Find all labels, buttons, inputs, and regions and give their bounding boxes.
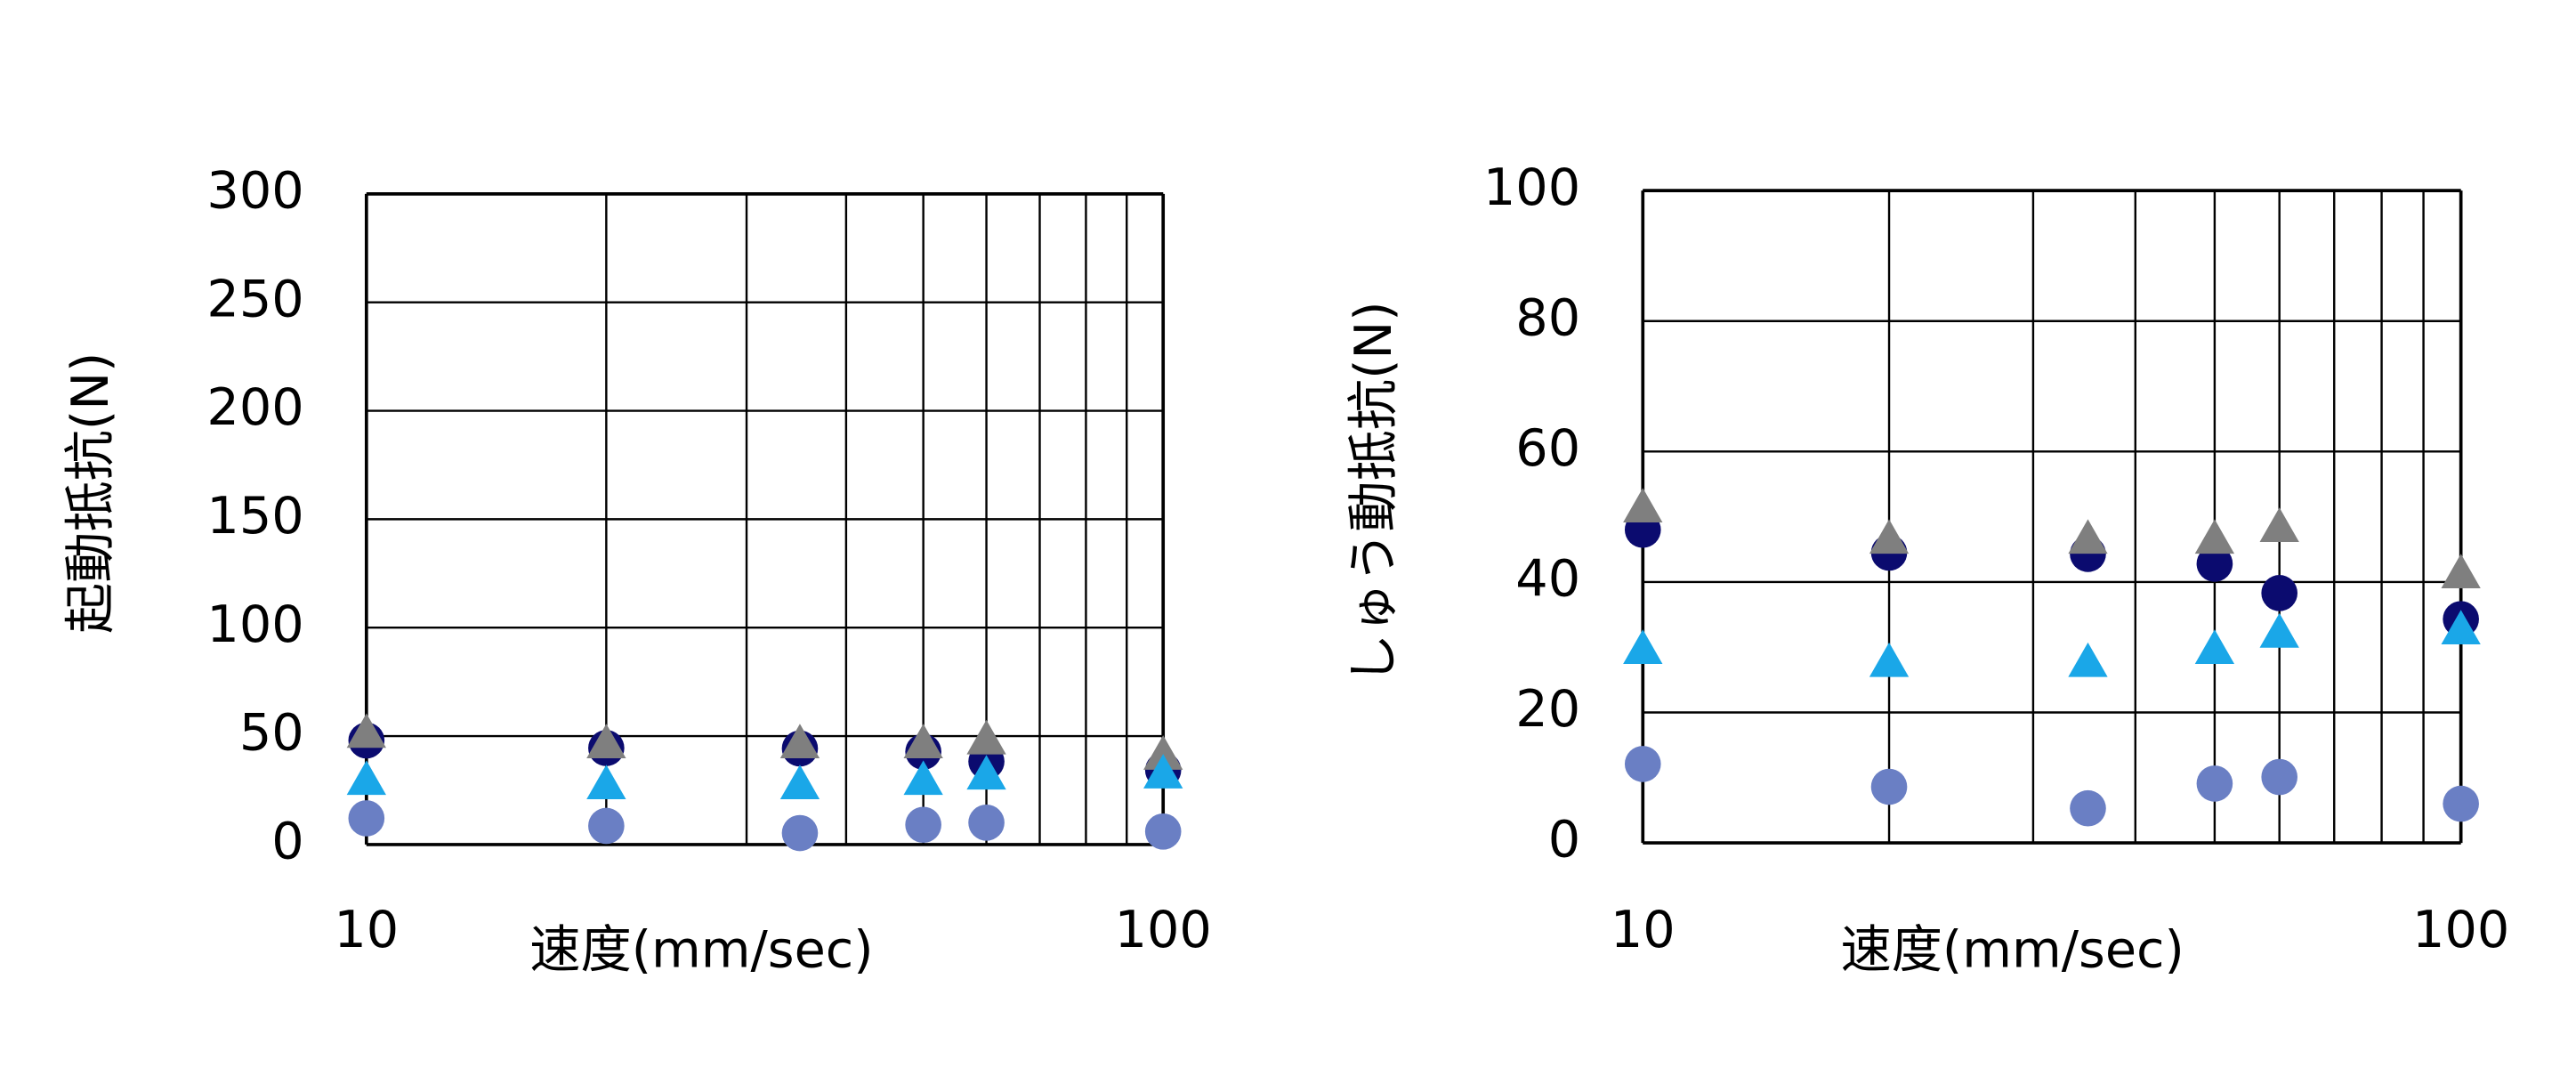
marker-circle: [781, 814, 819, 852]
marker-circle: [2196, 765, 2233, 802]
y-axis-label: 起動抵抗(N): [61, 352, 120, 634]
marker-triangle: [586, 724, 626, 758]
marker-triangle: [779, 724, 820, 758]
y-tick-label: 100: [1483, 158, 1580, 217]
marker-triangle: [2068, 642, 2108, 677]
y-tick-label: 150: [206, 487, 303, 546]
x-axis-label: 速度(mm/sec): [1840, 920, 2184, 979]
x-tick-label: 10: [334, 901, 399, 959]
marker-circle: [905, 806, 941, 844]
marker-triangle: [779, 765, 820, 800]
marker-triangle: [1143, 735, 1183, 770]
marker-triangle: [1143, 754, 1183, 789]
x-axis-label: 速度(mm/sec): [529, 920, 873, 979]
y-tick-label: 50: [239, 704, 304, 763]
marker-circle: [2261, 575, 2297, 611]
y-tick-label: 300: [206, 161, 303, 220]
y-tick-label: 100: [206, 595, 303, 654]
marker-circle: [968, 805, 1005, 841]
marker-triangle: [2194, 629, 2235, 665]
marker-triangle: [903, 724, 943, 758]
marker-triangle: [2259, 612, 2299, 648]
marker-circle: [1144, 813, 1182, 850]
y-tick-label: 40: [1515, 550, 1580, 609]
marker-triangle: [1623, 488, 1663, 522]
marker-triangle: [346, 713, 386, 748]
marker-circle: [2261, 758, 2297, 796]
marker-triangle: [1623, 629, 1663, 665]
y-tick-label: 0: [271, 813, 303, 871]
marker-triangle: [346, 760, 386, 796]
marker-triangle: [966, 755, 1006, 790]
marker-triangle: [2259, 507, 2299, 542]
marker-triangle: [1869, 519, 1910, 554]
x-tick-label: 100: [2412, 901, 2509, 959]
marker-circle: [1870, 768, 1908, 805]
marker-triangle: [2068, 519, 2108, 554]
marker-triangle: [2194, 519, 2235, 554]
y-tick-label: 60: [1515, 419, 1580, 478]
y-tick-label: 0: [1548, 811, 1580, 870]
marker-circle: [2070, 789, 2106, 827]
marker-triangle: [1869, 642, 1910, 677]
marker-circle: [588, 807, 625, 845]
y-tick-label: 250: [206, 270, 303, 328]
marker-triangle: [966, 719, 1006, 755]
marker-circle: [2443, 785, 2479, 822]
marker-circle: [2196, 546, 2233, 582]
y-tick-label: 200: [206, 378, 303, 437]
marker-triangle: [2441, 610, 2481, 645]
x-tick-label: 10: [1611, 901, 1676, 959]
y-axis-label: しゅう動抵抗(N): [1345, 301, 1403, 684]
y-tick-label: 20: [1515, 680, 1580, 739]
y-tick-label: 80: [1515, 288, 1580, 347]
marker-triangle: [903, 760, 943, 796]
marker-triangle: [586, 765, 626, 800]
x-tick-label: 100: [1115, 901, 1212, 959]
marker-circle: [348, 800, 385, 837]
marker-circle: [1624, 746, 1661, 782]
marker-triangle: [2441, 554, 2481, 588]
